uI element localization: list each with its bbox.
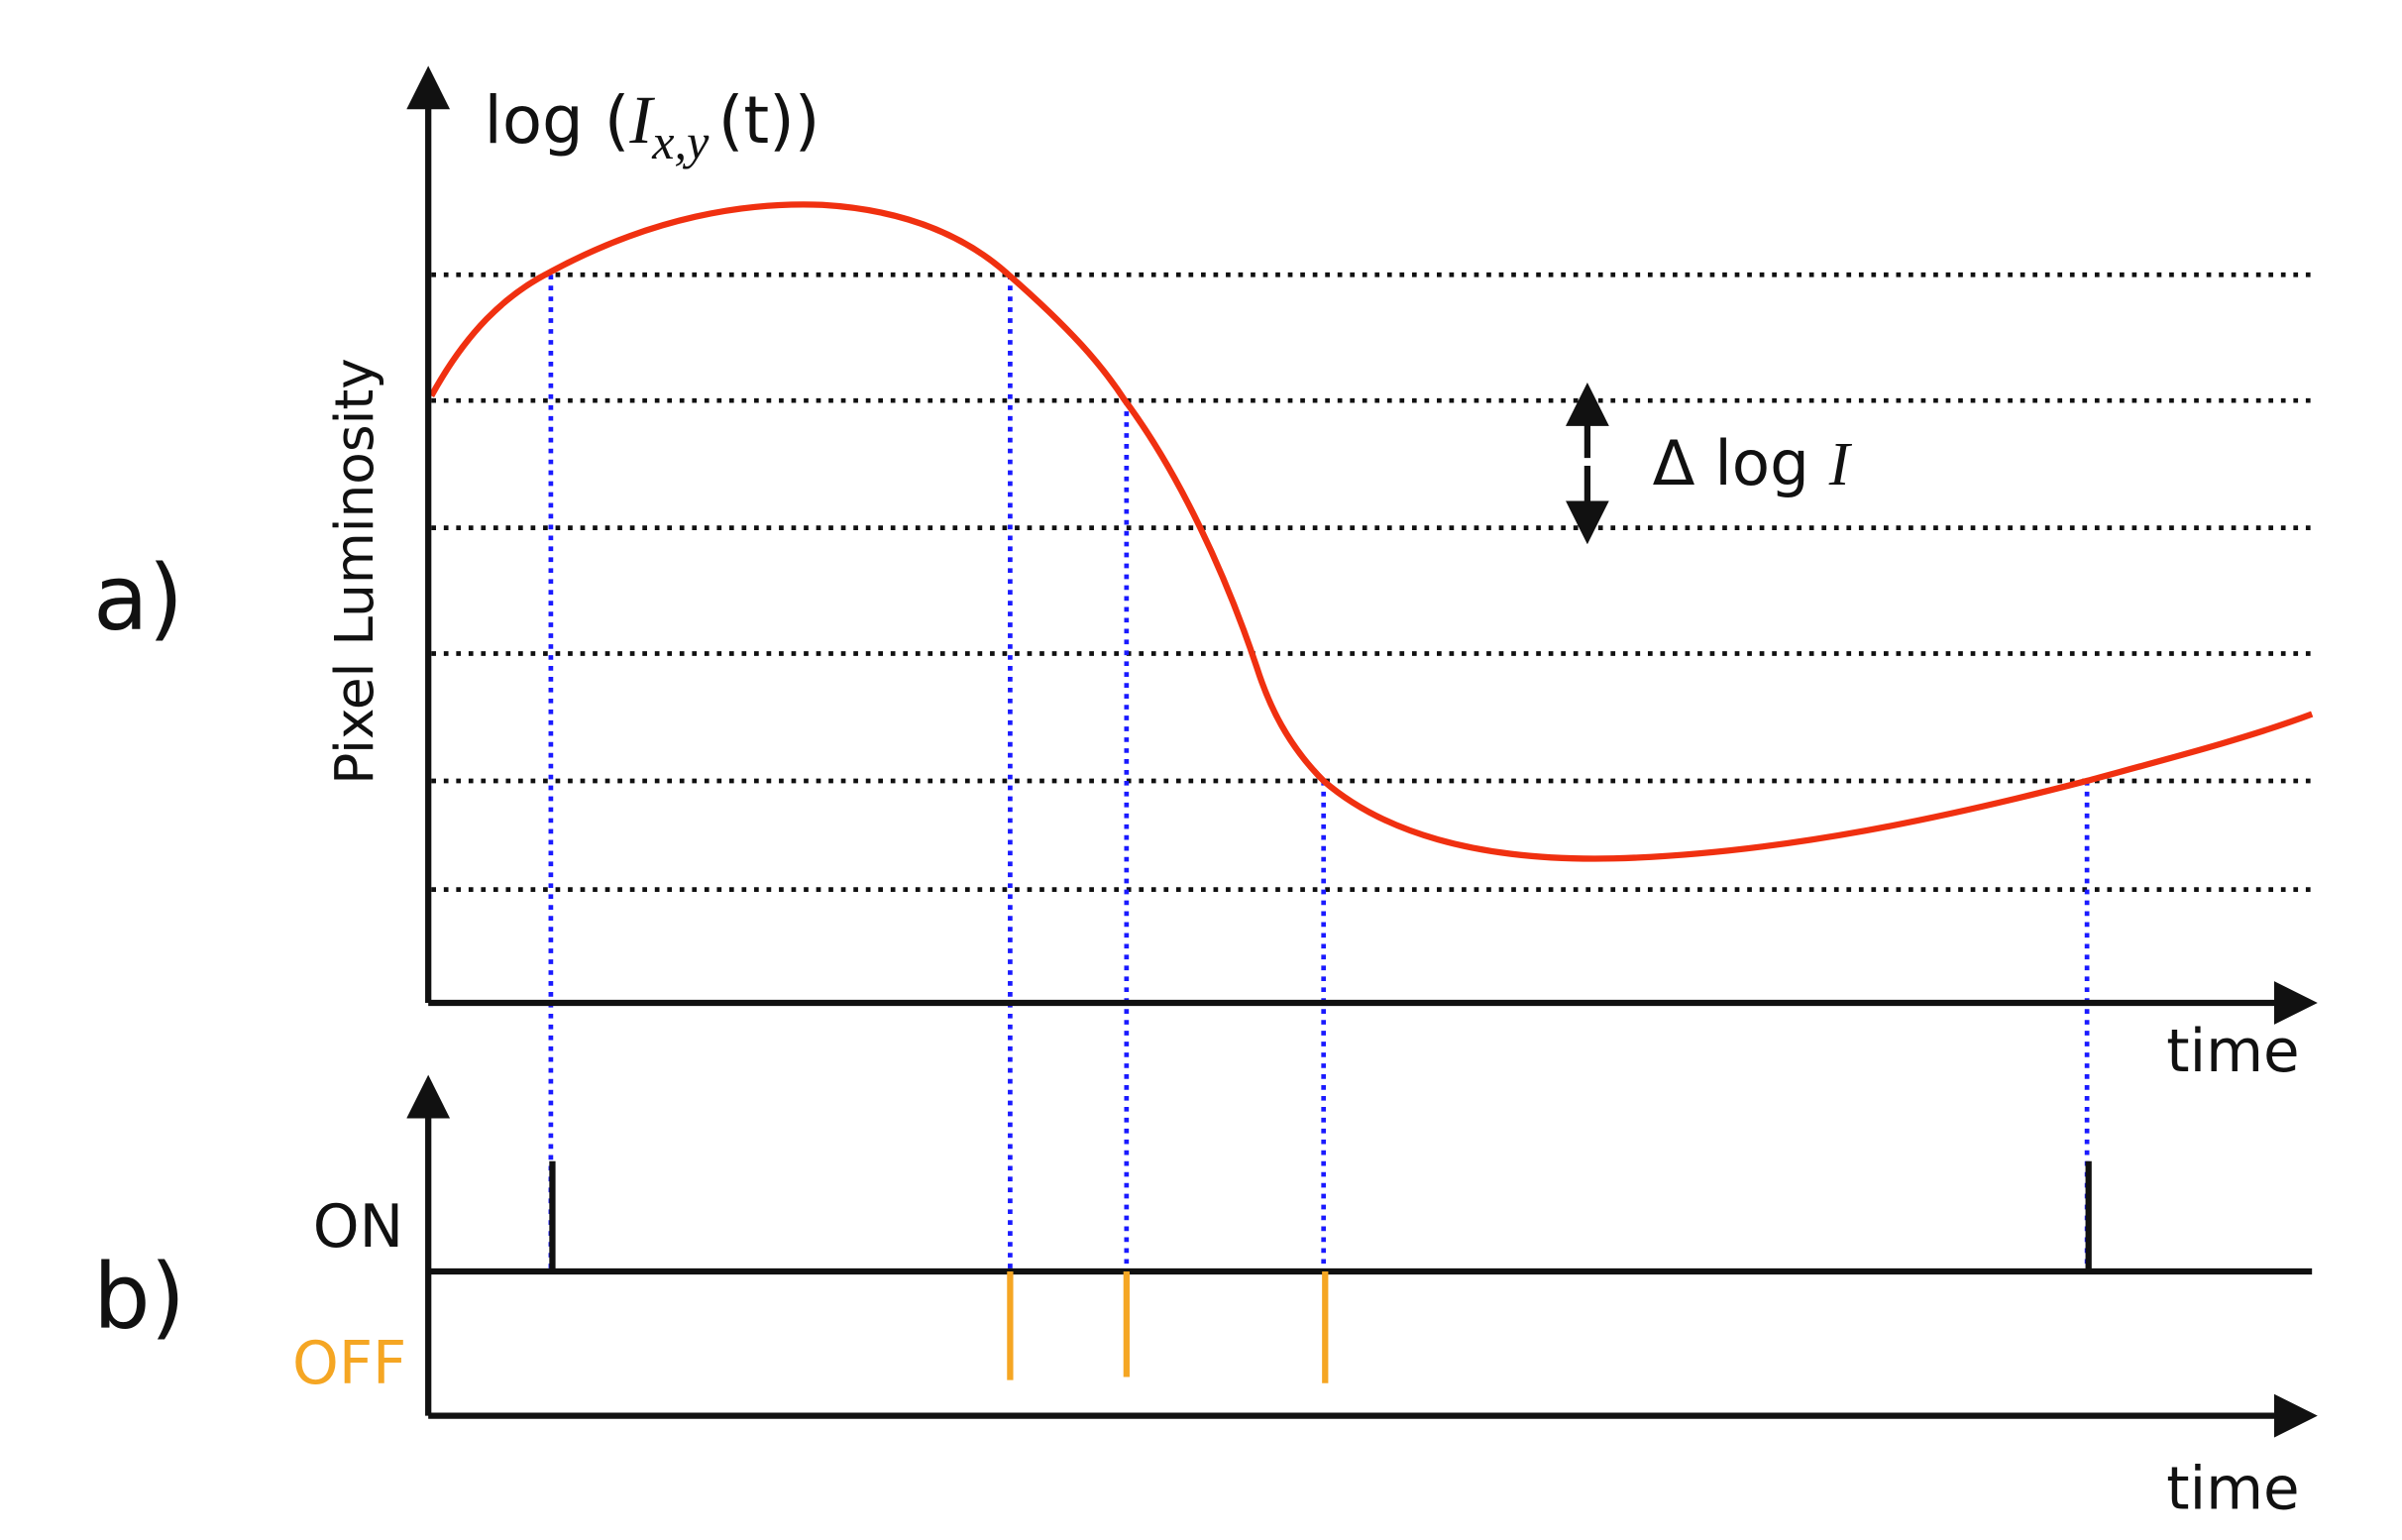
on-label: ON xyxy=(313,1193,403,1262)
side-label: Pixel Luminosity xyxy=(324,358,385,785)
title-part: (t)) xyxy=(718,82,820,159)
title-part: log ( xyxy=(485,82,630,159)
title-subscript: x,y xyxy=(651,114,710,169)
x-axis-label: time xyxy=(2166,1018,2299,1086)
threshold-text: Δ log xyxy=(1653,427,1809,499)
threshold-lines xyxy=(431,272,2313,892)
x-axis-label: time xyxy=(2166,1456,2299,1524)
threshold-label: Δ log I xyxy=(1653,427,1853,499)
y-axis-title: log (Ix,y (t)) xyxy=(485,82,820,169)
luminosity-curve xyxy=(428,201,2314,862)
panel-label: b) xyxy=(93,1245,185,1349)
title-symbol: I xyxy=(628,82,655,158)
threshold-symbol: I xyxy=(1828,429,1853,498)
panel-label: a) xyxy=(93,546,183,650)
event-guides xyxy=(548,275,2090,1270)
off-label: OFF xyxy=(292,1330,406,1398)
